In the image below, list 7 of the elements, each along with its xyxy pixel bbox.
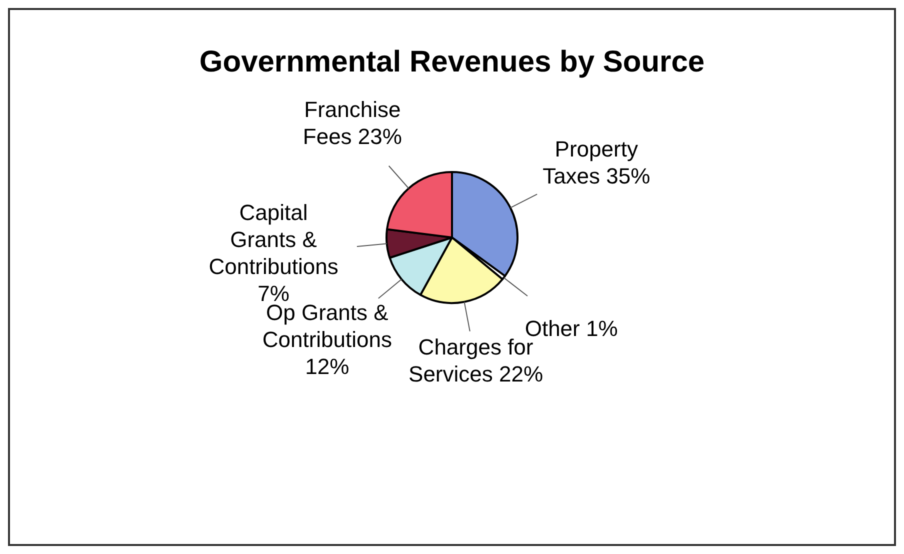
slice-label: Other 1% bbox=[524, 316, 618, 342]
data-label: 7% bbox=[258, 280, 290, 306]
slice-label: Capital Grants & Contributions bbox=[208, 200, 338, 279]
slice-label: Property Taxes 35% bbox=[542, 136, 650, 188]
chart-title: Governmental Revenues by Source bbox=[199, 45, 705, 78]
data-label: 12% bbox=[305, 354, 350, 379]
slice-label: Franchise Fees 23% bbox=[302, 97, 402, 150]
